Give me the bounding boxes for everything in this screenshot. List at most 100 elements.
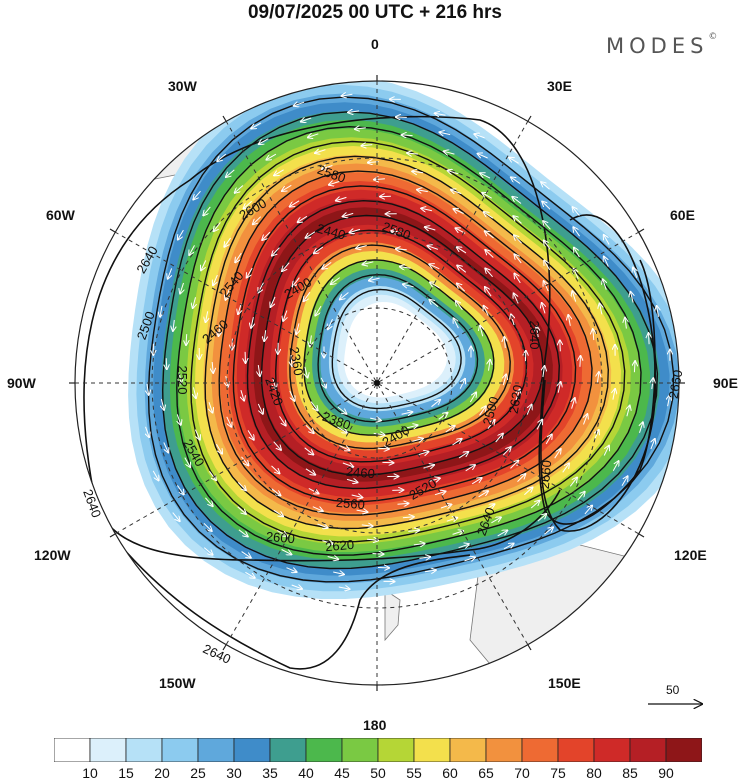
wind-arrow — [514, 235, 522, 244]
wind-arrow — [289, 390, 295, 401]
wind-arrow — [536, 420, 542, 430]
wind-arrow — [439, 132, 451, 134]
wind-arrow — [503, 375, 506, 386]
wind-arrow — [495, 434, 503, 443]
lon-label-120e: 120E — [674, 547, 707, 563]
wind-arrow — [343, 213, 354, 216]
wind-arrow — [459, 379, 465, 389]
wind-arrow — [206, 311, 208, 322]
lon-label-30e: 30E — [547, 78, 572, 94]
wind-arrow — [296, 323, 299, 334]
wind-arrow — [317, 524, 327, 528]
wind-arrow — [429, 264, 440, 270]
wind-arrow — [205, 497, 212, 506]
colorbar-tick-label: 25 — [190, 765, 206, 781]
wind-arrow — [322, 166, 333, 170]
wind-arrow — [305, 424, 314, 433]
copyright-mark: © — [708, 32, 718, 42]
colorbar-swatch — [269, 738, 307, 762]
wind-arrow — [310, 401, 318, 411]
wind-arrow — [245, 571, 254, 578]
wind-arrow — [301, 118, 312, 122]
wind-arrow — [600, 304, 602, 315]
wind-arrow — [434, 491, 446, 494]
wind-arrow — [251, 316, 253, 328]
wind-arrow — [537, 514, 546, 522]
colorbar-tick-label: 85 — [622, 765, 638, 781]
wind-arrow — [484, 212, 494, 219]
wind-arrow — [612, 461, 618, 471]
wind-arrow — [253, 216, 262, 225]
wind-arrow — [509, 158, 519, 164]
wind-arrow — [281, 549, 292, 555]
wind-arrow — [452, 439, 462, 446]
wind-arrow — [424, 570, 436, 572]
wind-arrow — [465, 465, 475, 472]
wind-arrow — [251, 122, 262, 128]
wind-arrow — [226, 416, 232, 427]
colorbar-tick-label: 45 — [334, 765, 350, 781]
colorbar-swatch — [377, 738, 415, 762]
wind-arrow — [213, 274, 218, 285]
wind-arrow — [451, 190, 462, 194]
colorbar-swatch — [89, 738, 127, 762]
wind-arrow — [633, 267, 637, 278]
lon-label-60e: 60E — [670, 207, 695, 223]
wind-arrow — [179, 372, 181, 384]
wind-arrow — [258, 365, 260, 376]
wind-arrow — [396, 249, 407, 250]
wind-arrow — [580, 356, 581, 367]
wind-arrow — [351, 495, 363, 498]
colorbar-tick-label: 10 — [82, 765, 98, 781]
wind-arrow — [176, 485, 183, 494]
wind-speed-bands — [128, 81, 679, 599]
wind-arrow — [480, 326, 483, 337]
wind-arrow — [293, 277, 300, 287]
wind-arrow — [603, 446, 609, 456]
contour-label: 2440 — [315, 221, 347, 243]
wind-arrow — [431, 400, 441, 408]
wind-arrow — [226, 169, 235, 177]
wind-arrow — [279, 416, 286, 425]
colorbar-swatch — [341, 738, 379, 762]
colorbar-swatch — [593, 738, 631, 762]
wind-arrow — [282, 262, 290, 271]
wind-arrow — [543, 221, 551, 230]
wind-arrow — [355, 128, 366, 129]
wind-arrow — [627, 406, 630, 417]
wind-arrow — [560, 340, 561, 352]
height-contour — [95, 489, 561, 562]
wind-arrow — [574, 248, 580, 258]
colorbar-tick-label: 15 — [118, 765, 134, 781]
wind-arrow — [514, 254, 522, 264]
wind-arrow — [147, 383, 149, 395]
wind-arrow — [241, 389, 244, 401]
wind-arrow — [238, 303, 241, 315]
boundary-ticks — [69, 75, 685, 691]
wind-arrow — [163, 442, 169, 452]
wind-arrow — [417, 452, 429, 455]
wind-arrow — [215, 443, 222, 454]
colorbar-swatch — [629, 738, 667, 762]
wind-arrow — [271, 465, 280, 474]
wind-arrow — [273, 378, 276, 389]
wind-arrow — [457, 284, 466, 292]
contour-label: 2520 — [175, 366, 190, 395]
wind-arrow — [160, 305, 162, 317]
wind-arrow — [491, 517, 501, 524]
colorbar-tick-label: 55 — [406, 765, 422, 781]
wind-arrow — [412, 171, 424, 172]
height-contour — [260, 214, 544, 476]
colorbar-swatch — [557, 738, 595, 762]
wind-arrow — [328, 318, 333, 329]
reference-vector-label: 50 — [666, 683, 680, 697]
colorbar-tick-label: 75 — [550, 765, 566, 781]
graticule — [75, 81, 679, 685]
wind-arrow — [484, 306, 489, 316]
contour-label: 2500 — [480, 395, 502, 427]
wind-arrow — [504, 337, 505, 348]
wind-arrow — [337, 426, 347, 433]
wind-arrow — [544, 527, 554, 535]
wind-arrow — [423, 465, 435, 468]
wind-arrow — [634, 361, 635, 373]
